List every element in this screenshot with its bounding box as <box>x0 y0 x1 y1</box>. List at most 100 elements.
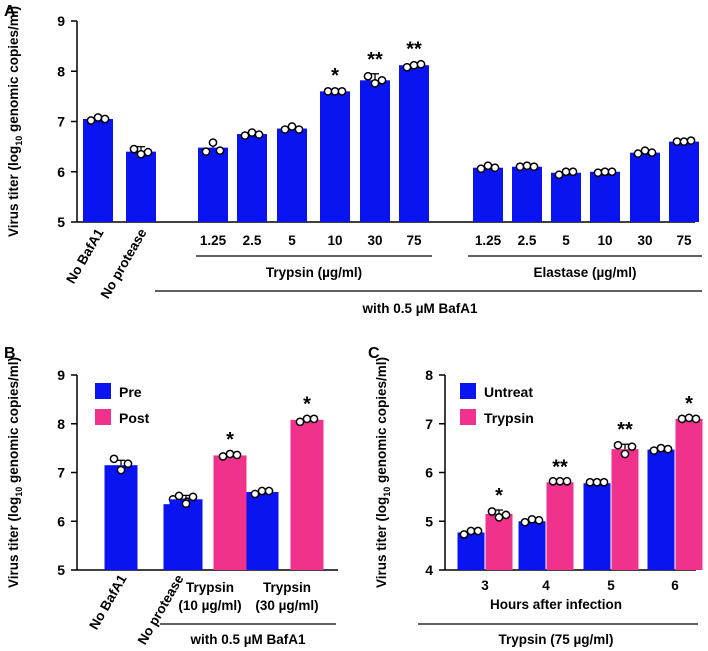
a-bar <box>360 80 390 222</box>
b-y-tick-label: 8 <box>57 416 65 432</box>
c-untreat-data-point <box>656 443 666 453</box>
c-trypsin-data-point <box>494 513 504 522</box>
a-data-point <box>515 162 525 172</box>
a-data-point <box>370 78 380 88</box>
b-post-significance: * <box>303 393 311 415</box>
c-trypsin-data-point <box>691 414 701 424</box>
c-x-axis-label: Hours after infection <box>490 597 622 612</box>
panel-label-c: C <box>368 345 380 362</box>
b-post-data-point <box>302 414 312 424</box>
c-untreat-data-point <box>585 477 595 487</box>
b-y-tick-label: 9 <box>57 367 65 383</box>
a-bar <box>320 91 350 222</box>
a-data-point <box>363 71 373 81</box>
b-post-bar <box>213 455 247 570</box>
a-data-point <box>607 167 617 177</box>
a-y-tick-label: 5 <box>57 214 65 230</box>
c-untreat-data-point <box>599 477 609 487</box>
a-bar <box>198 147 228 222</box>
c-untreat-bar <box>518 521 546 570</box>
b-category-label-line: Trypsin <box>186 580 234 595</box>
a-significance: ** <box>406 39 422 61</box>
c-category-label: 3 <box>481 578 489 593</box>
a-data-point <box>323 87 333 96</box>
c-untreat-bar <box>647 449 675 570</box>
b-pre-bar <box>245 492 279 570</box>
a-bottom-label: with 0.5 µM BafA1 <box>361 301 478 316</box>
c-trypsin-significance: * <box>495 485 503 507</box>
a-bar <box>669 141 699 222</box>
a-bar <box>512 166 542 222</box>
b-pre-data-point <box>174 491 184 501</box>
c-y-tick-label: 4 <box>425 562 433 578</box>
c-trypsin-bar <box>546 482 574 570</box>
b-legend-label-pre: Pre <box>119 384 142 400</box>
a-category-label: 2.5 <box>243 233 262 248</box>
b-post-bar <box>290 419 324 570</box>
a-bar <box>237 134 267 222</box>
a-y-axis-label-part: genomic copies/ml) <box>6 6 21 136</box>
c-y-tick-label: 5 <box>425 513 433 529</box>
c-untreat-data-point <box>649 446 659 455</box>
a-data-point <box>633 149 643 159</box>
c-legend-label-untreat: Untreat <box>484 384 533 400</box>
a-y-tick-label: 6 <box>57 164 65 180</box>
a-data-point <box>337 87 347 96</box>
a-data-point <box>490 163 500 173</box>
c-untreat-data-point <box>663 444 673 454</box>
c-untreat-data-point <box>466 526 476 536</box>
panel-label-a: A <box>4 3 16 20</box>
c-untreat-bar <box>583 483 611 570</box>
a-y-axis-label: Virus titer (log10 genomic copies/ml) <box>6 6 24 237</box>
chart-b: 5 6 7 8 9 Virus titer (log10 genomic copies/m… <box>6 357 338 647</box>
a-category-label: 75 <box>406 233 422 248</box>
b-pre-data-point <box>123 459 133 469</box>
a-data-point <box>640 146 650 155</box>
b-pre-bar <box>169 499 203 570</box>
c-trypsin-bar <box>485 513 513 570</box>
c-category-label: 6 <box>671 578 679 593</box>
a-category-label: No BafA1 <box>63 226 107 287</box>
a-bar <box>473 167 503 222</box>
b-pre-data-point <box>188 492 198 502</box>
a-data-point <box>287 122 297 131</box>
c-legend-swatch-untreat <box>460 383 476 399</box>
c-trypsin-bar <box>611 449 639 570</box>
c-trypsin-data-point <box>501 510 511 520</box>
a-bar <box>630 152 660 222</box>
a-data-point <box>402 62 412 72</box>
a-category-label: 30 <box>637 233 652 248</box>
a-category-label: 1.25 <box>200 233 227 248</box>
c-legend-swatch-trypsin <box>460 409 476 425</box>
b-pre-data-point <box>181 499 191 509</box>
c-trypsin-data-point <box>487 507 497 516</box>
b-post-data-point <box>225 449 235 459</box>
a-data-point <box>201 147 211 156</box>
a-y-axis-label-sub: 10 <box>14 136 24 146</box>
a-category-label: 75 <box>676 233 692 248</box>
c-legend-label-trypsin: Trypsin <box>484 410 534 426</box>
a-data-point <box>330 87 340 96</box>
a-category-label: 30 <box>367 233 382 248</box>
a-bar <box>399 65 429 222</box>
c-y-tick-label: 8 <box>425 367 433 383</box>
a-data-point <box>554 170 564 180</box>
a-y-tick-label: 7 <box>57 114 65 130</box>
a-data-point <box>129 144 139 154</box>
a-data-point <box>568 167 578 177</box>
a-y-tick-label: 8 <box>57 63 65 79</box>
a-significance: ** <box>367 49 383 71</box>
b-pre-data-point <box>116 465 126 475</box>
b-bottom-label: with 0.5 µM BafA1 <box>189 632 306 647</box>
c-y-axis-label-part: Virus titer (log <box>374 497 389 588</box>
b-legend-swatch-post <box>95 409 111 425</box>
b-y-axis-label-part: genomic copies/ml) <box>6 357 21 487</box>
b-y-tick-label: 6 <box>57 513 65 529</box>
c-untreat-data-point <box>527 514 537 524</box>
a-data-point <box>529 162 539 172</box>
b-pre-data-point <box>109 454 119 464</box>
c-trypsin-data-point <box>548 476 558 486</box>
b-post-data-point <box>218 452 228 461</box>
